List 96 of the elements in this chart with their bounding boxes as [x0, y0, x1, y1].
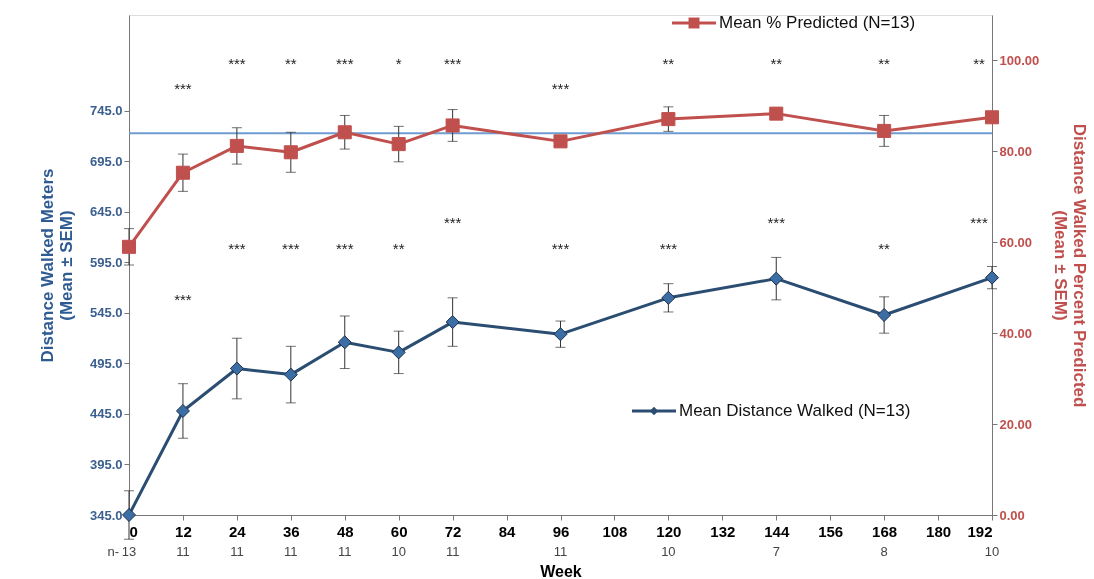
- y2-tick-label: 0.00: [999, 507, 1025, 523]
- annotation: ***: [443, 214, 462, 231]
- point: [984, 270, 1000, 285]
- annotation: **: [878, 240, 891, 257]
- point: [283, 145, 298, 160]
- y2-tick-label: 40.00: [999, 325, 1033, 341]
- x-tick-label: 36: [282, 522, 300, 540]
- point: [229, 138, 244, 153]
- legend-label: Mean Distance Walked (N=13): [679, 401, 911, 420]
- point: [877, 307, 892, 323]
- point: [175, 165, 190, 180]
- text: 10: [391, 544, 406, 559]
- point: [121, 507, 137, 523]
- x-tick-label: 180: [926, 522, 952, 540]
- annotation: ***: [970, 214, 988, 231]
- annotation: ***: [551, 240, 570, 257]
- text: 7: [772, 544, 780, 559]
- x-tick-label: 0: [129, 522, 138, 540]
- x-tick-label: 12: [175, 522, 192, 540]
- x-tick-label: 96: [552, 522, 570, 540]
- annotation: ***: [443, 55, 462, 72]
- point: [877, 123, 892, 138]
- point: [391, 345, 406, 360]
- y-tick-label: 695.0: [89, 153, 123, 169]
- point: [553, 134, 568, 149]
- x-tick-label: 72: [444, 522, 462, 540]
- point: [445, 315, 460, 330]
- y2-tick-label: 60.00: [999, 234, 1033, 250]
- annotation: ***: [174, 80, 192, 97]
- y-tick-label: 445.0: [89, 406, 123, 422]
- x-axis-title: Week: [540, 562, 582, 579]
- point: [283, 367, 298, 382]
- y-tick-label: 395.0: [89, 456, 123, 472]
- y-tick-label: 545.0: [89, 305, 123, 321]
- y2-tick-label: 80.00: [999, 143, 1033, 159]
- x-tick-label: 168: [872, 522, 898, 540]
- annotation: **: [770, 55, 783, 72]
- x-tick-label: 192: [967, 522, 993, 540]
- y-tick-label: 645.0: [89, 204, 123, 220]
- y2-axis-title: Distance Walked Percent Predicted (Mean ± SEM): [1051, 123, 1090, 408]
- annotation: **: [284, 55, 297, 72]
- point: [445, 118, 460, 133]
- point: [391, 137, 406, 152]
- x-tick-label: 60: [390, 522, 408, 540]
- text: 11: [284, 544, 298, 559]
- text: 13: [121, 544, 137, 559]
- y2-tick-label: 100.00: [999, 52, 1040, 68]
- annotation: ***: [335, 55, 354, 72]
- point: [661, 290, 676, 305]
- x-tick-label: 132: [710, 522, 736, 540]
- x-tick-label: 120: [656, 522, 682, 540]
- annotation: ***: [174, 291, 192, 308]
- annotation: **: [662, 55, 675, 72]
- point: [661, 112, 676, 127]
- y-tick-label: 595.0: [89, 254, 123, 270]
- text: n-: [107, 544, 119, 559]
- annotation: *: [395, 55, 402, 72]
- annotation: ***: [228, 240, 246, 257]
- annotation: **: [392, 240, 405, 257]
- x-tick-label: 84: [498, 522, 517, 540]
- annotation: ***: [551, 80, 570, 97]
- point: [121, 239, 137, 254]
- annotation: ***: [282, 240, 300, 257]
- legend-label: Mean % Predicted (N=13): [719, 13, 916, 32]
- text: 11: [553, 544, 568, 559]
- text: 11: [445, 544, 460, 559]
- y-tick-label: 345.0: [89, 507, 123, 523]
- text: 11: [176, 544, 190, 559]
- point: [984, 110, 1000, 125]
- point: [229, 361, 244, 376]
- point: [175, 403, 190, 418]
- x-tick-label: 108: [602, 522, 628, 540]
- y-tick-label: 745.0: [89, 103, 123, 119]
- annotation: ***: [659, 240, 678, 257]
- point: [337, 125, 352, 140]
- annotation: ***: [335, 240, 354, 257]
- x-tick-label: 48: [336, 522, 354, 540]
- point: [769, 271, 784, 286]
- annotation: **: [973, 55, 985, 72]
- y-tick-label: 495.0: [89, 355, 123, 371]
- annotation: ***: [228, 55, 246, 72]
- y2-tick-label: 20.00: [999, 416, 1033, 432]
- point: [553, 327, 568, 342]
- text: 8: [880, 544, 888, 559]
- text: 11: [338, 544, 352, 559]
- text: 10: [984, 544, 1000, 559]
- annotation: ***: [767, 214, 786, 231]
- x-tick-label: 156: [818, 522, 844, 540]
- text: 10: [661, 544, 676, 559]
- point: [769, 106, 784, 121]
- point: [337, 335, 352, 350]
- annotation: **: [878, 55, 891, 72]
- text: 11: [230, 544, 244, 559]
- y-axis-title: Distance Walked Meters (Mean ± SEM): [37, 168, 76, 363]
- x-tick-label: 144: [764, 522, 790, 540]
- x-tick-label: 24: [229, 522, 247, 540]
